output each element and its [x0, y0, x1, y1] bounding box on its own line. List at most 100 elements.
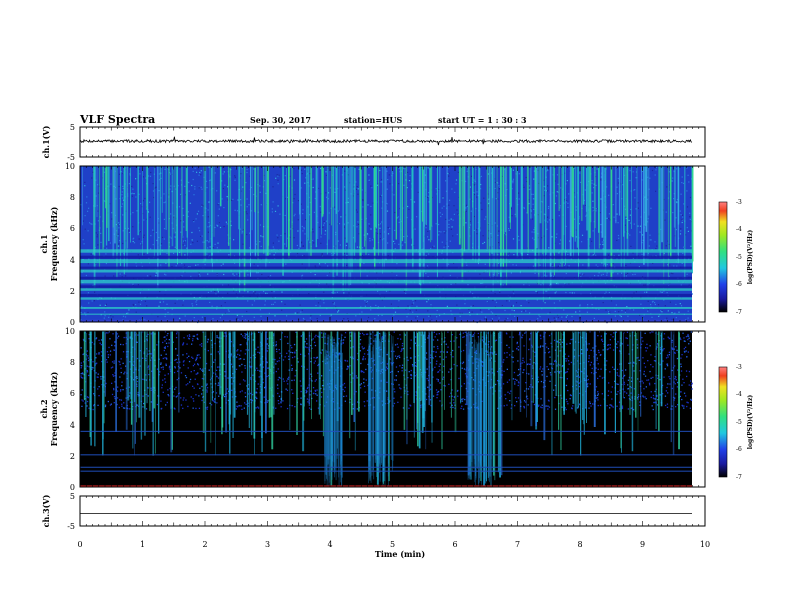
spectral-speckle — [413, 302, 414, 303]
spectral-speckle — [276, 349, 277, 350]
spectral-speckle — [535, 273, 536, 274]
spectral-speckle — [474, 332, 475, 333]
spectral-speckle — [309, 407, 310, 408]
spectral-speckle — [207, 391, 208, 392]
spectral-speckle — [449, 220, 450, 221]
spectral-speckle — [673, 265, 674, 266]
spectral-speckle — [682, 405, 683, 406]
spectral-speckle — [198, 275, 199, 276]
sferic-streak — [510, 166, 511, 229]
spectral-speckle — [231, 200, 232, 201]
spectral-speckle — [371, 187, 372, 188]
spectral-speckle — [322, 253, 323, 254]
spectral-speckle — [92, 253, 93, 254]
spectral-speckle — [265, 293, 266, 294]
spectral-speckle — [205, 264, 206, 265]
spectral-speckle — [255, 291, 256, 292]
spectral-speckle — [518, 397, 519, 398]
spectral-speckle — [192, 242, 193, 243]
spectral-speckle — [207, 274, 208, 275]
spectral-speckle — [542, 368, 543, 369]
spectral-speckle — [387, 179, 388, 180]
spectral-speckle — [133, 241, 134, 242]
spectral-speckle — [140, 243, 141, 244]
spectral-speckle — [344, 171, 345, 172]
spectral-speckle — [540, 284, 541, 285]
spectral-speckle — [118, 227, 119, 228]
sferic-streak — [160, 166, 161, 255]
spectral-speckle — [658, 316, 659, 317]
spectral-speckle — [581, 241, 582, 242]
spectral-speckle — [278, 360, 279, 361]
spectral-speckle — [498, 231, 499, 232]
spectral-speckle — [192, 239, 193, 240]
spectral-speckle — [275, 345, 276, 346]
spectral-speckle — [602, 393, 603, 394]
spectral-speckle — [603, 302, 604, 303]
spectral-speckle — [641, 337, 642, 338]
spectral-speckle — [209, 302, 210, 303]
spectral-speckle — [625, 274, 626, 275]
spectral-speckle — [228, 254, 229, 255]
spectral-speckle — [304, 169, 305, 170]
spectral-speckle — [188, 338, 189, 339]
spectral-speckle — [591, 241, 592, 242]
spectral-speckle — [509, 400, 510, 401]
sferic-streak — [392, 166, 393, 263]
spectral-speckle — [608, 311, 609, 312]
spectral-speckle — [123, 188, 124, 189]
spectral-speckle — [114, 350, 115, 351]
spectral-speckle — [147, 275, 148, 276]
spectral-speckle — [518, 369, 519, 370]
sferic-streak — [493, 166, 494, 292]
spectral-speckle — [683, 183, 684, 184]
spectral-speckle — [458, 378, 459, 379]
sferic-streak — [658, 166, 659, 251]
spectral-speckle — [607, 264, 608, 265]
spectral-speckle — [622, 406, 623, 407]
spectral-speckle — [503, 362, 504, 363]
spectral-speckle — [402, 245, 403, 246]
spectral-speckle — [284, 304, 285, 305]
spectral-speckle — [464, 399, 465, 400]
sferic-streak — [619, 166, 620, 216]
no-data-region — [692, 331, 705, 487]
spectral-speckle — [222, 198, 223, 199]
spectral-speckle — [239, 365, 240, 366]
spectral-speckle — [182, 354, 183, 355]
spectral-speckle — [227, 223, 228, 224]
spectral-speckle — [529, 312, 530, 313]
spectral-speckle — [621, 316, 622, 317]
spectral-speckle — [98, 340, 99, 341]
spectral-speckle — [263, 291, 264, 292]
spectral-speckle — [680, 233, 681, 234]
spectral-speckle — [345, 387, 346, 388]
spectral-speckle — [88, 357, 89, 358]
spectral-speckle — [306, 347, 307, 348]
spectral-speckle — [680, 303, 681, 304]
spectral-speckle — [678, 312, 679, 313]
spectral-speckle — [605, 310, 606, 311]
spectral-speckle — [208, 209, 209, 210]
spectral-speckle — [245, 396, 246, 397]
spectral-speckle — [188, 211, 189, 212]
sferic-streak — [624, 166, 625, 280]
spectral-speckle — [522, 372, 523, 373]
spectral-speckle — [100, 242, 101, 243]
spectral-speckle — [680, 228, 681, 229]
spectral-speckle — [153, 183, 154, 184]
spectral-speckle — [495, 315, 496, 316]
spectral-speckle — [401, 348, 402, 349]
spectral-speckle — [464, 336, 465, 337]
spectral-speckle — [514, 310, 515, 311]
spectral-speckle — [135, 304, 136, 305]
spectral-speckle — [492, 313, 493, 314]
spectral-speckle — [284, 381, 285, 382]
spectral-speckle — [347, 318, 348, 319]
spectral-speckle — [283, 378, 284, 379]
sferic-streak — [384, 166, 385, 270]
spectral-speckle — [284, 233, 285, 234]
spectral-speckle — [499, 292, 500, 293]
spectral-speckle — [316, 358, 317, 359]
sferic-streak — [536, 166, 537, 248]
